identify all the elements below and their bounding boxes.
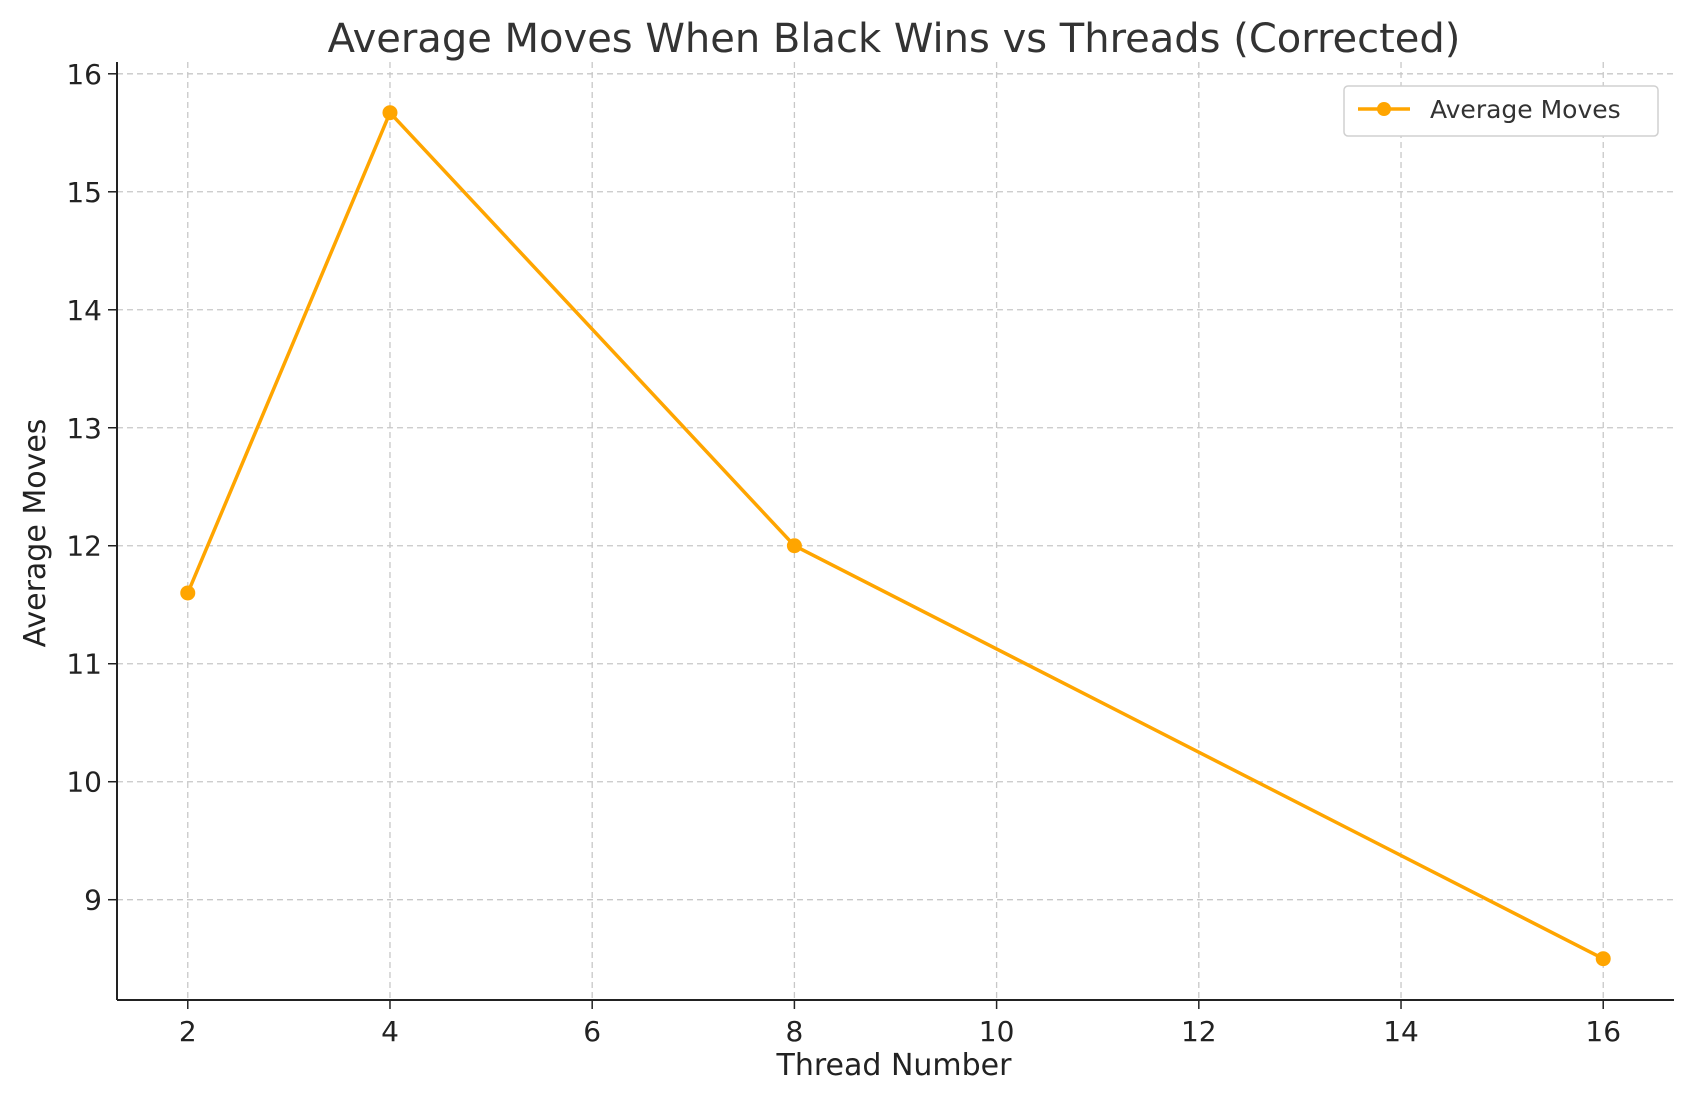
data-point [786,538,802,554]
x-tick-label: 10 [979,1015,1015,1048]
axis-ticks: 2 4 6 8 10 12 14 16 9 10 11 12 13 14 15 16 [66,58,1621,1048]
x-tick-label: 4 [381,1015,399,1048]
grid [117,62,1674,1000]
y-tick-label: 14 [66,294,102,327]
x-tick-label: 2 [179,1015,197,1048]
y-tick-label: 15 [66,176,102,209]
x-tick-label: 14 [1383,1015,1419,1048]
y-tick-label: 12 [66,530,102,563]
legend: Average Moves [1343,85,1659,137]
y-tick-label: 9 [84,884,102,917]
x-axis-label: Thread Number [776,1048,1013,1083]
legend-box [1343,85,1659,137]
y-tick-label: 11 [66,648,102,681]
x-tick-label: 16 [1585,1015,1621,1048]
y-tick-label: 10 [66,766,102,799]
data-point [180,585,196,601]
chart-title: Average Moves When Black Wins vs Threads… [328,16,1461,62]
x-tick-label: 6 [583,1015,601,1048]
x-tick-label: 12 [1181,1015,1217,1048]
y-axis-label: Average Moves [18,419,53,648]
y-tick-label: 16 [66,58,102,91]
axes-spines [116,62,1674,1001]
legend-label: Average Moves [1430,95,1621,124]
series-line [186,110,1605,961]
data-point [1595,951,1611,967]
legend-marker-swatch [1377,102,1391,116]
series-layer [180,105,1611,967]
x-tick-label: 8 [785,1015,803,1048]
y-tick-label: 13 [66,412,102,445]
data-point [382,105,398,121]
